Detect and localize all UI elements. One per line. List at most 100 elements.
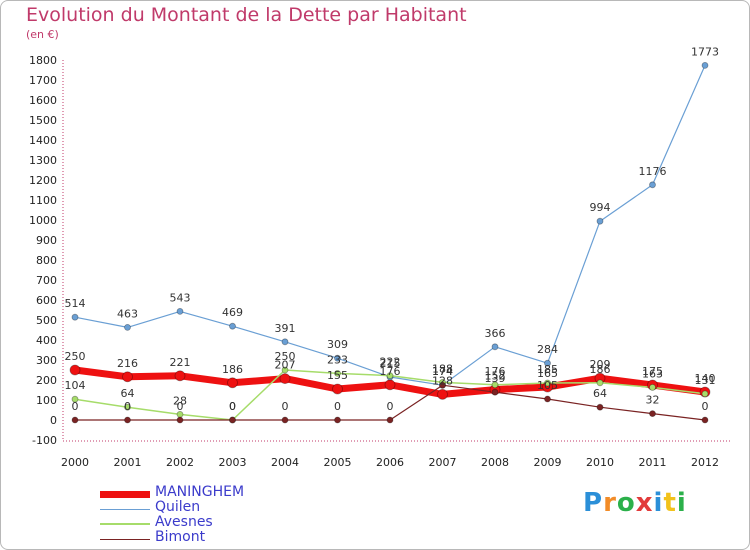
data-point-avesnes xyxy=(71,395,79,403)
x-tick-label: 2003 xyxy=(219,456,247,469)
x-tick-label: 2001 xyxy=(114,456,142,469)
logo-letter: i xyxy=(653,488,664,518)
data-point-quilen xyxy=(281,338,289,346)
data-point-avesnes xyxy=(596,379,604,387)
data-label-quilen: 514 xyxy=(65,297,86,310)
data-label-bimont: 174 xyxy=(432,365,453,378)
data-point-avesnes xyxy=(701,390,709,398)
data-label-maninghem: 140 xyxy=(695,372,716,385)
legend-label: Quilen xyxy=(155,499,201,515)
data-label-maninghem: 155 xyxy=(327,369,348,382)
data-point-quilen xyxy=(596,217,604,225)
data-label-bimont: 0 xyxy=(334,400,341,413)
data-label-bimont: 0 xyxy=(177,400,184,413)
data-point-maninghem xyxy=(122,371,133,383)
data-label-avesnes: 188 xyxy=(432,362,453,375)
data-point-maninghem xyxy=(279,373,291,385)
data-label-quilen: 1773 xyxy=(691,45,719,58)
data-point-bimont xyxy=(334,416,341,424)
data-point-bimont xyxy=(544,395,551,403)
data-label-bimont: 0 xyxy=(282,400,289,413)
data-point-maninghem xyxy=(384,379,396,391)
x-tick-label: 2005 xyxy=(324,456,352,469)
data-label-maninghem: 207 xyxy=(275,359,296,372)
legend-label: Bimont xyxy=(155,529,206,545)
logo-letter: x xyxy=(635,488,654,518)
data-label-avesnes: 233 xyxy=(327,353,348,366)
y-tick-label: 1800 xyxy=(29,54,57,67)
chart-title: Evolution du Montant de la Dette par Hab… xyxy=(26,4,467,26)
data-label-quilen: 366 xyxy=(485,327,506,340)
data-point-maninghem xyxy=(227,377,238,389)
data-point-quilen xyxy=(124,323,131,331)
chart-unit-label: (en €) xyxy=(26,28,59,41)
y-tick-label: 1100 xyxy=(29,194,57,207)
y-tick-label: 600 xyxy=(36,294,57,307)
data-label-maninghem: 165 xyxy=(537,367,558,380)
data-label-maninghem: 186 xyxy=(222,363,243,376)
proxiti-logo: Proxiti xyxy=(583,488,687,518)
logo-letter: o xyxy=(616,488,636,518)
y-tick-label: -100 xyxy=(32,434,57,447)
data-label-quilen: 463 xyxy=(117,307,138,320)
data-point-bimont xyxy=(439,381,446,389)
y-tick-label: 1700 xyxy=(29,74,57,87)
data-label-bimont: 0 xyxy=(124,400,131,413)
data-label-maninghem: 216 xyxy=(117,357,138,370)
x-tick-label: 2007 xyxy=(429,456,457,469)
data-label-avesnes: 0 xyxy=(229,400,236,413)
data-label-maninghem: 175 xyxy=(642,365,663,378)
data-point-avesnes xyxy=(649,383,656,391)
data-label-maninghem: 152 xyxy=(485,370,506,383)
x-tick-label: 2004 xyxy=(271,456,299,469)
data-point-maninghem xyxy=(174,370,186,382)
data-point-avesnes xyxy=(124,403,131,411)
data-point-avesnes xyxy=(281,366,289,374)
data-point-maninghem xyxy=(332,383,343,395)
data-point-quilen xyxy=(649,181,656,189)
data-label-avesnes: 185 xyxy=(537,363,558,376)
y-tick-label: 1300 xyxy=(29,154,57,167)
x-tick-label: 2002 xyxy=(166,456,194,469)
y-tick-label: 200 xyxy=(36,374,57,387)
data-label-avesnes: 28 xyxy=(173,394,187,407)
data-point-avesnes xyxy=(334,369,341,377)
y-tick-label: 1500 xyxy=(29,114,57,127)
data-point-bimont xyxy=(701,416,709,424)
series-line-quilen xyxy=(74,64,706,386)
legend-swatch xyxy=(100,491,150,498)
data-label-bimont: 32 xyxy=(646,394,660,407)
data-label-quilen: 543 xyxy=(170,291,191,304)
data-point-avesnes xyxy=(544,379,551,387)
x-tick-label: 2012 xyxy=(691,456,719,469)
logo-letter: t xyxy=(663,488,677,518)
data-label-bimont: 64 xyxy=(593,387,607,400)
data-label-maninghem: 250 xyxy=(65,350,86,363)
legend-swatch xyxy=(100,509,150,510)
data-label-maninghem: 209 xyxy=(590,358,611,371)
y-tick-label: 800 xyxy=(36,254,57,267)
data-point-bimont xyxy=(491,388,499,396)
data-point-quilen xyxy=(71,313,79,321)
data-point-quilen xyxy=(229,322,236,330)
y-tick-label: 500 xyxy=(36,314,57,327)
x-tick-label: 2008 xyxy=(481,456,509,469)
logo-letter: P xyxy=(583,488,604,518)
logo-letter: r xyxy=(603,488,617,518)
data-point-bimont xyxy=(176,416,184,424)
data-label-bimont: 105 xyxy=(537,379,558,392)
data-label-bimont: 139 xyxy=(485,372,506,385)
data-label-quilen: 174 xyxy=(432,365,453,378)
data-label-maninghem: 176 xyxy=(380,365,401,378)
y-tick-label: 700 xyxy=(36,274,57,287)
data-label-avesnes: 104 xyxy=(65,379,86,392)
data-label-quilen: 215 xyxy=(380,357,401,370)
data-point-avesnes xyxy=(386,372,394,380)
data-point-maninghem xyxy=(69,364,81,376)
x-tick-label: 2000 xyxy=(61,456,89,469)
data-label-bimont: 0 xyxy=(387,400,394,413)
data-label-quilen: 994 xyxy=(590,201,611,214)
data-label-maninghem: 128 xyxy=(432,374,453,387)
data-point-quilen xyxy=(491,343,499,351)
